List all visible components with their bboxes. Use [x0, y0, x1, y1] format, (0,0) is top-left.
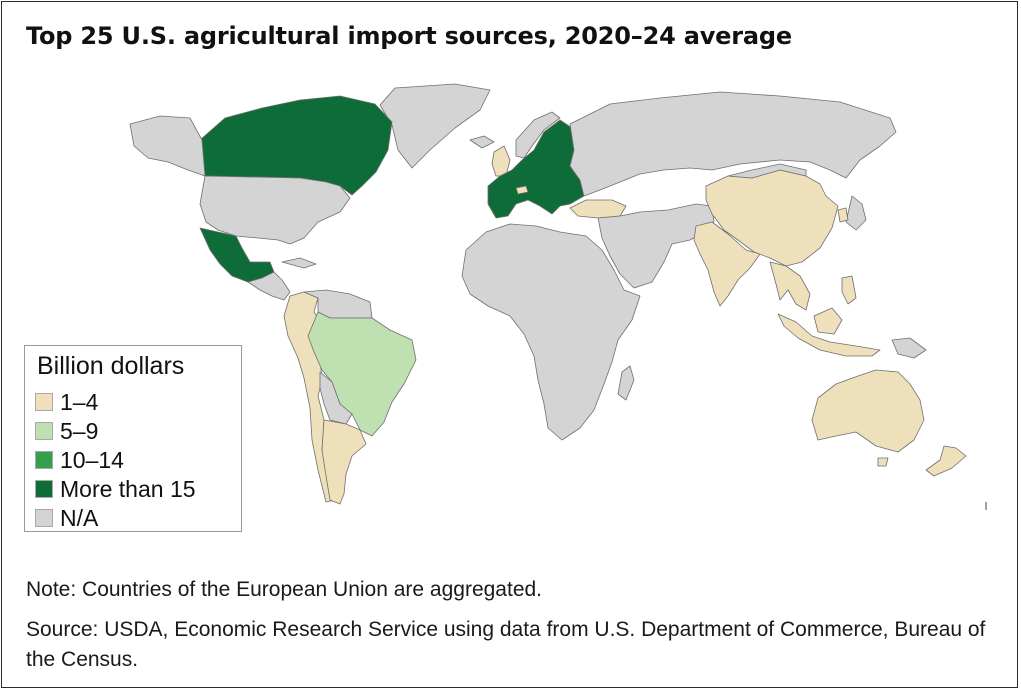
legend-item-1-4: 1–4: [35, 389, 98, 415]
country-india: [693, 221, 761, 307]
note-text: Note: Countries of the European Union ar…: [26, 578, 543, 601]
country-united-states: [199, 175, 351, 245]
country-alaska: [129, 115, 206, 177]
country-south-korea: [837, 207, 849, 223]
country-indonesia: [777, 313, 881, 357]
country-mongolia: [727, 163, 807, 179]
country-turkey: [569, 199, 627, 219]
legend-swatch: [35, 422, 53, 440]
country-australia: [811, 369, 925, 453]
legend-label: 1–4: [60, 388, 99, 415]
legend-swatch: [35, 509, 53, 527]
country-greenland: [379, 83, 491, 169]
legend-item-more-than-15: More than 15: [35, 476, 196, 502]
world-map: [129, 83, 987, 510]
legend-label: N/A: [60, 504, 99, 531]
country-brazil: [307, 311, 417, 437]
country-cuba: [281, 257, 317, 269]
country-papua-new-guinea: [891, 337, 927, 359]
country-argentina: [321, 419, 367, 505]
legend-item-na: N/A: [35, 505, 98, 531]
legend-swatch: [35, 451, 53, 469]
country-southeast-asia: [769, 261, 811, 311]
map-title: Top 25 U.S. agricultural import sources,…: [26, 22, 792, 50]
country-russia: [569, 91, 897, 197]
source-text: Source: USDA, Economic Research Service …: [26, 618, 986, 671]
legend-item-5-9: 5–9: [35, 418, 98, 444]
country-norway: [515, 111, 561, 159]
legend-title: Billion dollars: [37, 352, 185, 380]
country-iceland: [469, 135, 495, 149]
country-africa: [461, 223, 641, 441]
legend-label: 10–14: [60, 446, 124, 473]
legend-swatch: [35, 393, 53, 411]
country-madagascar: [617, 365, 635, 401]
legend-item-10-14: 10–14: [35, 447, 124, 473]
legend-label: More than 15: [60, 475, 196, 502]
legend: Billion dollars 1–4 5–9 10–14 More than …: [24, 345, 242, 532]
country-borneo: [813, 307, 843, 335]
country-united-kingdom: [491, 145, 511, 177]
country-philippines: [841, 275, 857, 305]
legend-label: 5–9: [60, 417, 99, 444]
country-new-zealand: [925, 445, 967, 477]
country-japan: [845, 195, 867, 231]
country-tasmania: [877, 457, 889, 467]
country-switzerland: [515, 185, 529, 195]
legend-swatch: [35, 480, 53, 498]
country-central-america: [247, 271, 291, 301]
country-middle-east: [597, 203, 715, 289]
